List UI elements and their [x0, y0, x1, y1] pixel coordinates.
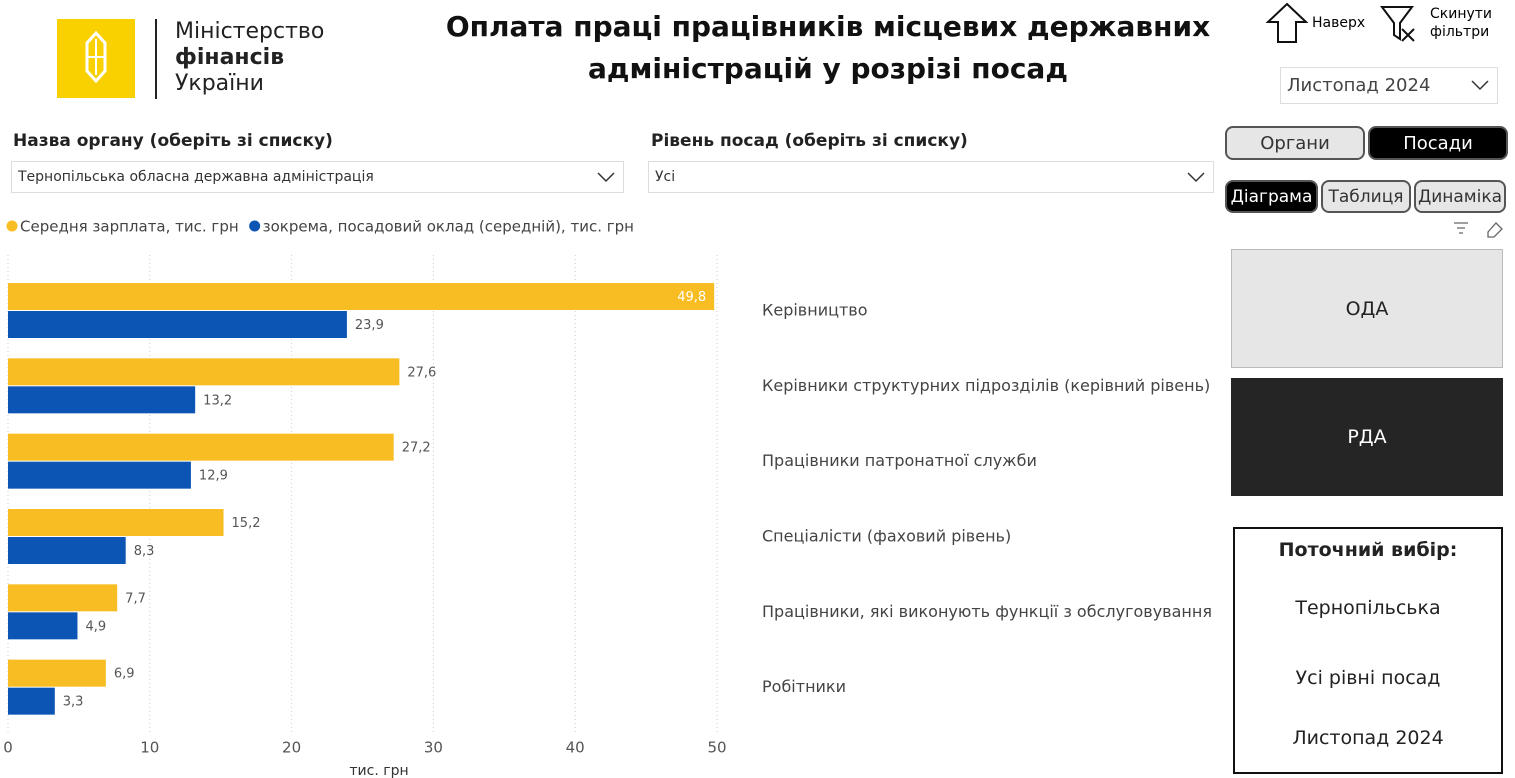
logo-line: Міністерство	[175, 19, 325, 44]
bar	[8, 461, 191, 489]
data-label: 4,9	[85, 619, 106, 634]
reset-line: фільтри	[1430, 24, 1490, 40]
up-label: Наверх	[1312, 15, 1366, 31]
view-tab[interactable]: Таблиця	[1321, 180, 1411, 213]
data-label: 13,2	[203, 393, 232, 408]
data-label: 12,9	[199, 469, 228, 484]
data-label: 3,3	[63, 695, 84, 710]
selection-title: Поточний вибір:	[1278, 539, 1458, 561]
level-label: Рівень посад (оберіть зі списку)	[651, 131, 968, 151]
tab[interactable]: Посади	[1368, 126, 1508, 160]
logo-text: Міністерство фінансів України	[175, 19, 324, 97]
category-label: Працівники патронатної служби	[762, 451, 1037, 470]
selection-box: Поточний вибір: Тернопільська Усі рівні …	[1233, 527, 1503, 774]
view-tab[interactable]: Діаграма	[1225, 180, 1318, 213]
bar	[8, 386, 196, 414]
bar	[8, 584, 118, 612]
title-line: адміністрацій у розрізі посад	[588, 52, 1068, 85]
data-label: 23,9	[355, 318, 384, 333]
category-label: Керівники структурних підрозділів (керів…	[762, 376, 1210, 395]
period-dropdown[interactable]: Листопад 2024	[1280, 67, 1498, 104]
organ-label: Назва органу (оберіть зі списку)	[13, 131, 333, 151]
data-label: 6,9	[114, 667, 135, 682]
x-axis-label: тис. грн	[349, 763, 408, 778]
x-tick-label: 30	[424, 739, 443, 757]
reset-line: Скинути	[1430, 6, 1493, 22]
category-label: Керівництво	[762, 301, 868, 320]
legend-label: Середня зарплата, тис. грн	[20, 218, 239, 236]
view-tab[interactable]: Динаміка	[1414, 180, 1506, 213]
bar	[8, 659, 106, 687]
bar	[8, 433, 394, 461]
bar	[8, 509, 224, 536]
logo-line: України	[175, 71, 264, 96]
selection-item: Усі рівні посад	[1295, 667, 1441, 689]
chart: Середня зарплата, тис. грн зокрема, посад…	[3, 218, 1212, 778]
x-tick-label: 0	[3, 739, 13, 757]
reset-button[interactable]: Скинути фільтри	[1380, 2, 1500, 44]
logo-divider	[155, 19, 157, 99]
category-label: Спеціалісти (фаховий рівень)	[762, 527, 1011, 546]
legend-label: зокрема, посадовий оклад (середній), тис…	[263, 218, 634, 236]
visual-icons[interactable]	[1452, 220, 1506, 238]
category-label: Робітники	[762, 677, 846, 696]
rda-button[interactable]: РДА	[1231, 378, 1503, 496]
legend-swatch	[249, 220, 261, 232]
bar	[8, 612, 78, 640]
page-title: Оплата праці працівників місцевих держав…	[420, 6, 1236, 90]
title-line: Оплата праці працівників місцевих держав…	[445, 10, 1211, 43]
data-label: 49,8	[677, 290, 706, 305]
x-tick-label: 50	[707, 739, 726, 757]
bar	[8, 283, 715, 310]
organ-dropdown[interactable]: Тернопільська обласна державна адміністр…	[11, 161, 624, 193]
data-label: 8,3	[134, 544, 155, 559]
oda-button[interactable]: ОДА	[1231, 249, 1503, 368]
logo-mark	[57, 19, 135, 98]
legend-swatch	[6, 220, 18, 232]
x-tick-label: 40	[566, 739, 585, 757]
level-value: Усі	[655, 169, 676, 185]
logo-line: фінансів	[175, 45, 285, 70]
x-tick-label: 10	[140, 739, 159, 757]
data-label: 27,6	[407, 365, 436, 380]
selection-item: Тернопільська	[1295, 597, 1441, 619]
up-button[interactable]: Наверх	[1266, 2, 1370, 44]
reset-label: Скинути фільтри	[1430, 5, 1492, 41]
bar	[8, 311, 347, 338]
level-dropdown[interactable]: Усі	[648, 161, 1214, 193]
bar	[8, 687, 55, 715]
data-label: 27,2	[402, 441, 431, 456]
period-value: Листопад 2024	[1287, 75, 1431, 96]
tab[interactable]: Органи	[1225, 126, 1365, 160]
data-label: 15,2	[232, 516, 261, 531]
organ-value: Тернопільська обласна державна адміністр…	[18, 169, 374, 185]
bar	[8, 358, 400, 386]
selection-item: Листопад 2024	[1292, 727, 1444, 749]
category-label: Працівники, які виконують функції з обсл…	[762, 602, 1212, 621]
data-label: 7,7	[125, 591, 146, 606]
x-tick-label: 20	[282, 739, 301, 757]
bar	[8, 537, 126, 564]
